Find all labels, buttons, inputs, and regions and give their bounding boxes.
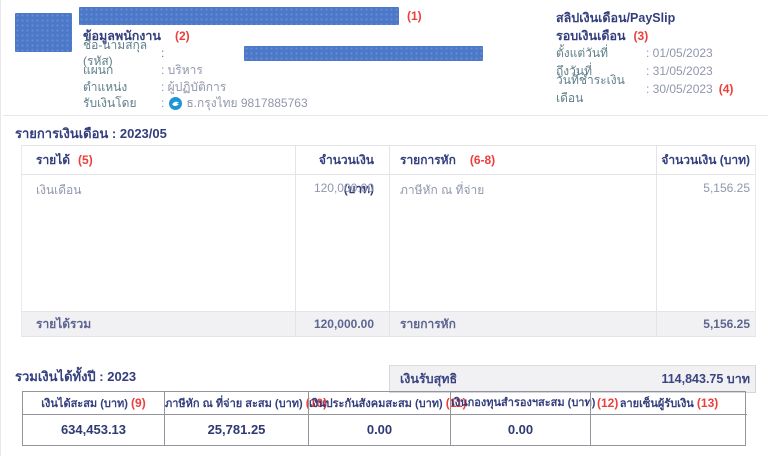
yearly-col4-header-text: เงินกองทุนสำรองฯสะสม (บาท): [451, 397, 596, 409]
employee-dept-row: แผนก : บริหาร: [83, 62, 483, 79]
annotation-12: (12): [597, 396, 619, 410]
annotation-10: (10): [305, 396, 328, 410]
employee-paidby-label: รับเงินโดย: [83, 96, 137, 111]
deduction-item-amount: 5,156.25: [656, 175, 756, 311]
header-divider: [3, 115, 768, 116]
period-to-value: : 31/05/2023: [646, 63, 713, 78]
salary-table-body-row: เงินเดือน 120,000.00 ภาษีหัก ณ ที่จ่าย 5…: [21, 175, 756, 311]
period-from-value: : 01/05/2023: [646, 46, 713, 60]
company-title-redacted: [79, 7, 399, 25]
employee-paidby-row: รับเงินโดย : ธ.กรุงไทย 9817885763: [83, 95, 483, 112]
yearly-col2-header-text: ภาษีหัก ณ ที่จ่าย สะสม (บาท): [165, 398, 303, 410]
annotation-4: (4): [718, 81, 734, 96]
employee-name-label: ชื่อ-นามสกุล (รหัส): [83, 37, 148, 69]
employee-dept-label: แผนก: [83, 62, 114, 77]
deduction-column-header: รายการหัก (6-8): [389, 145, 656, 175]
deduction-item-name: ภาษีหัก ณ ที่จ่าย: [389, 175, 656, 311]
deduction-column-header-text: รายการหัก: [400, 153, 456, 167]
yearly-tax-accum-value: 25,781.25: [164, 415, 308, 445]
employee-position-value: : ผู้ปฏิบัติการ: [161, 79, 227, 94]
payslip-period-section: สลิปเงินเดือน/PaySlip รอบเงินเดือน (3) ตั…: [556, 9, 766, 105]
yearly-col4-header: เงินกองทุนสำรองฯสะสม (บาท): [450, 392, 595, 415]
period-title-row: รอบเงินเดือน (3): [556, 27, 766, 45]
salary-table: รายได้ (5) จำนวนเงิน (บาท) รายการหัก (6-8)…: [21, 145, 756, 393]
employee-paidby-colon: :: [161, 96, 165, 111]
annotation-9: (9): [131, 396, 146, 410]
period-to-row: ถึงวันที่ : 31/05/2023: [556, 63, 766, 81]
salary-section-title: รายการเงินเดือน : 2023/05: [15, 126, 167, 141]
pay-date-value: : 30/05/2023: [646, 81, 713, 96]
pay-date-row: วันที่ชำระเงินเดือน : 30/05/2023 (4): [556, 73, 766, 105]
employee-paidby-value: ธ.กรุงไทย 9817885763: [186, 96, 308, 111]
period-from-label: ตั้งแต่วันที่: [556, 46, 609, 60]
yearly-col3-header: เงินประกันสังคมสะสม (บาท) (11): [308, 392, 466, 415]
yearly-income-accum-value: 634,453.13: [60, 422, 127, 437]
period-from-row: ตั้งแต่วันที่ : 01/05/2023: [556, 45, 766, 63]
company-logo-redacted: [15, 13, 72, 52]
krungthai-bank-icon: [169, 97, 183, 111]
income-column-header-text: รายได้: [36, 153, 71, 167]
income-item-name: เงินเดือน: [21, 175, 295, 311]
employee-name-row: ชื่อ-นามสกุล (รหัส) :: [83, 38, 483, 68]
yearly-col5-header: (12) ลายเซ็นผู้รับเงิน (13): [590, 392, 747, 415]
income-total-amount: 120,000.00: [295, 311, 389, 337]
employee-name-colon: :: [161, 46, 165, 60]
salary-table-header-row: รายได้ (5) จำนวนเงิน (บาท) รายการหัก (6-8)…: [21, 145, 756, 196]
yearly-col1-header: เงินได้สะสม (บาท) (9): [23, 392, 164, 415]
period-title-text: รอบเงินเดือน: [556, 29, 626, 43]
income-amount-column-header: จำนวนเงิน (บาท): [295, 145, 389, 196]
yearly-col1-header-text: เงินได้สะสม (บาท): [41, 398, 128, 410]
employee-info-section: ข้อมูลพนักงาน (2) ชื่อ-นามสกุล (รหัส) : แ…: [83, 28, 483, 112]
period-to-label: ถึงวันที่: [556, 63, 592, 78]
annotation-5: (5): [78, 153, 93, 167]
annotation-6-8: (6-8): [469, 153, 496, 167]
annotation-1: (1): [407, 9, 422, 23]
employee-dept-value: : บริหาร: [161, 62, 203, 77]
annotation-3: (3): [633, 29, 649, 43]
pay-date-label: วันที่ชำระเงินเดือน: [556, 72, 625, 105]
employee-section-title-text: ข้อมูลพนักงาน: [83, 29, 161, 43]
yearly-social-accum-value: 0.00: [308, 415, 450, 445]
yearly-section-title: รวมเงินได้ทั้งปี : 2023: [15, 369, 137, 384]
employee-section-title: ข้อมูลพนักงาน (2): [83, 28, 483, 45]
yearly-col5-header-text: ลายเซ็นผู้รับเงิน: [619, 398, 694, 410]
yearly-col2-header: ภาษีหัก ณ ที่จ่าย สะสม (บาท) (10): [164, 392, 327, 415]
yearly-signature-cell: [590, 415, 747, 445]
income-column-header: รายได้ (5): [21, 145, 295, 175]
net-pay-row: เงินรับสุทธิ 114,843.75 บาท: [389, 365, 756, 393]
deduction-total-label: รายการหัก: [389, 311, 656, 337]
payslip-title: สลิปเงินเดือน/PaySlip: [556, 11, 676, 25]
employee-position-label: ตำแหน่ง: [83, 79, 128, 94]
deduction-total-amount: 5,156.25: [656, 311, 756, 337]
yearly-fund-accum-value: 0.00: [450, 415, 590, 445]
employee-name-redacted: [244, 45, 483, 61]
income-total-label: รายได้รวม: [21, 311, 295, 337]
salary-table-total-row: รายได้รวม 120,000.00 รายการหัก 5,156.25: [21, 311, 756, 337]
income-item-amount: 120,000.00: [295, 175, 389, 311]
yearly-table: เงินได้สะสม (บาท) (9) ภาษีหัก ณ ที่จ่าย …: [22, 391, 747, 446]
net-pay-amount: 114,843.75 บาท: [661, 372, 750, 386]
annotation-2: (2): [174, 29, 190, 43]
employee-position-row: ตำแหน่ง : ผู้ปฏิบัติการ: [83, 79, 483, 96]
yearly-col3-header-text: เงินประกันสังคมสะสม (บาท): [309, 398, 443, 410]
net-pay-label: เงินรับสุทธิ: [400, 372, 458, 386]
annotation-13: (13): [696, 396, 719, 410]
deduction-amount-column-header: จำนวนเงิน (บาท): [656, 145, 756, 175]
